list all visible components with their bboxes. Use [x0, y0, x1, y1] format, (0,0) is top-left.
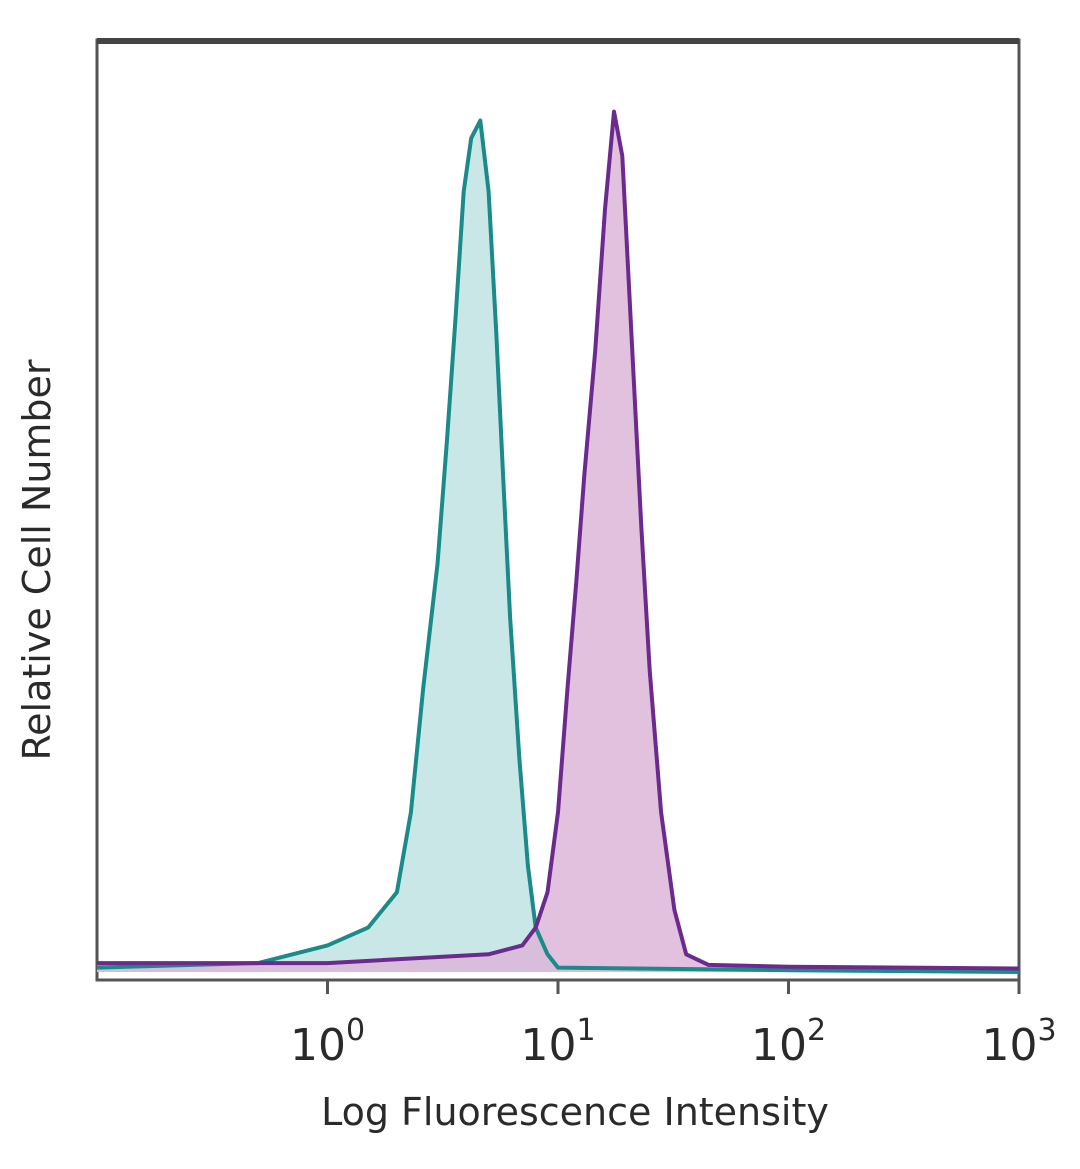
x-tick-label-3: 102 [751, 1013, 826, 1071]
x-tick-label-2: 101 [520, 1013, 595, 1071]
x-axis-title: Log Fluorescence Intensity [321, 1090, 829, 1134]
series-1-line [96, 118, 1020, 974]
series-2-area [97, 111, 1019, 973]
y-axis-title: Relative Cell Number [15, 359, 59, 760]
series-2-line [97, 109, 1020, 971]
series-layer [96, 109, 1020, 974]
x-tick-label-4: 103 [981, 1013, 1056, 1071]
x-tick-layer: 100 101 102 103 [290, 980, 1057, 1071]
x-tick-label-1: 100 [290, 1013, 365, 1071]
